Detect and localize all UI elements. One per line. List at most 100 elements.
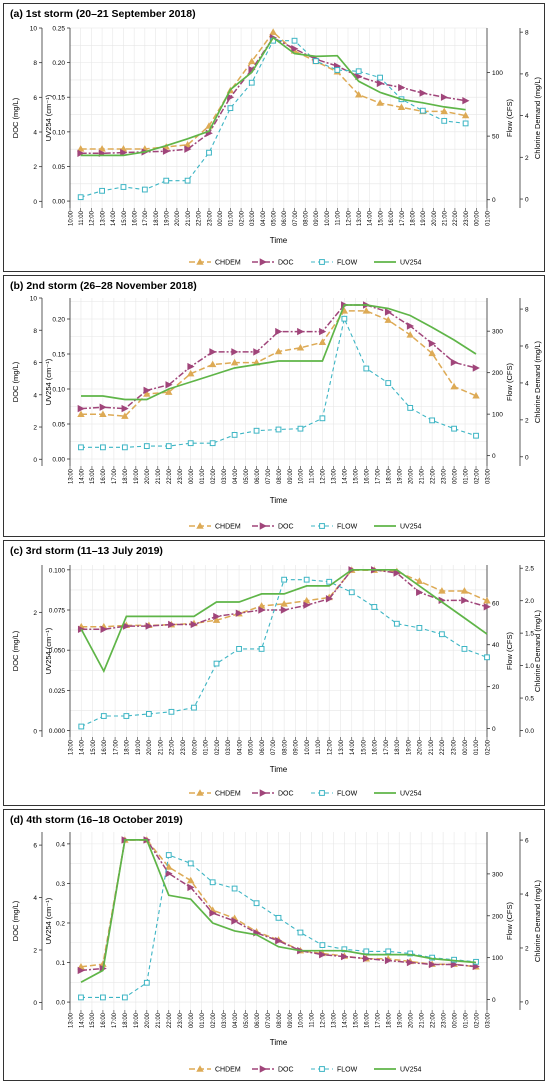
x-tick-label: 00:00 bbox=[475, 210, 481, 226]
x-tick-label: 19:00 bbox=[136, 739, 142, 755]
chdem-point bbox=[483, 596, 491, 604]
grid bbox=[69, 27, 488, 208]
chdem-point bbox=[165, 863, 173, 870]
doc-point bbox=[280, 606, 288, 614]
flow-point bbox=[319, 259, 325, 265]
flow-point bbox=[121, 994, 128, 1001]
x-tick-label: 17:00 bbox=[376, 1012, 382, 1028]
chdem-point bbox=[296, 344, 305, 351]
x-tick-label: 21:00 bbox=[158, 739, 164, 755]
x-tick-label: 23:00 bbox=[181, 739, 187, 755]
doc-point bbox=[297, 327, 305, 336]
x-tick-label: 20:00 bbox=[408, 1012, 414, 1028]
doc-point bbox=[187, 883, 195, 892]
chdem-point bbox=[362, 307, 371, 314]
chdem-point bbox=[121, 412, 129, 419]
x-tick-label: 19:00 bbox=[406, 739, 412, 755]
chart-svg: 0.000.050.100.150.2002468100100200300024… bbox=[11, 296, 542, 531]
x-tick-label: 05:00 bbox=[244, 468, 250, 484]
x-tick-label: 21:00 bbox=[429, 739, 435, 755]
x-tick-label: 10:00 bbox=[325, 210, 331, 226]
doc-tick-label: 4 bbox=[33, 895, 37, 902]
x-tick-label: 23:00 bbox=[178, 1012, 184, 1028]
x-tick-label: 15:00 bbox=[90, 468, 96, 484]
chdem-tick-label: 2 bbox=[525, 417, 529, 424]
doc-point bbox=[165, 381, 173, 389]
chdem-point bbox=[269, 28, 277, 35]
flow-point bbox=[441, 117, 448, 124]
flow-tick-label: 0 bbox=[492, 726, 496, 733]
legend: CHDEM DOC FLOW UV254 bbox=[189, 522, 422, 531]
chdem-point bbox=[196, 1065, 204, 1072]
flow-point bbox=[275, 426, 282, 433]
x-tick-label: 13:00 bbox=[339, 739, 345, 755]
x-tick-label: 21:00 bbox=[443, 210, 449, 226]
doc-point bbox=[121, 404, 129, 413]
x-tick-label: 22:00 bbox=[197, 210, 203, 226]
x-tick-label: 18:00 bbox=[395, 739, 401, 755]
x-tick-label: 13:00 bbox=[68, 739, 74, 755]
flow-point bbox=[184, 177, 191, 184]
doc-tick-label: 2 bbox=[33, 164, 37, 171]
chdem-tick-label: 2.5 bbox=[525, 566, 534, 573]
chart-panel-1: (a) 1st storm (20–21 September 2018) 0.0… bbox=[3, 3, 545, 272]
x-tick-label: 14:00 bbox=[343, 1012, 349, 1028]
chdem-point bbox=[196, 789, 204, 796]
flow-point bbox=[209, 440, 216, 447]
doc-point bbox=[259, 522, 267, 530]
x-tick-label: 18:00 bbox=[125, 739, 131, 755]
chdem-point bbox=[428, 349, 436, 357]
x-tick-label: 16:00 bbox=[102, 739, 108, 755]
doc-point bbox=[319, 327, 327, 336]
doc-point bbox=[450, 960, 458, 969]
legend-label: FLOW bbox=[337, 260, 358, 267]
x-tick-label: 23:00 bbox=[441, 468, 447, 484]
flow-point bbox=[231, 431, 238, 438]
flow-point bbox=[168, 708, 175, 715]
chdem-point bbox=[208, 360, 217, 368]
doc-point bbox=[120, 148, 128, 157]
x-tick-label: 23:00 bbox=[178, 468, 184, 484]
flow-tick-label: 100 bbox=[492, 412, 503, 419]
chart-panel-2: (b) 2nd storm (26–28 November 2018) 0.00… bbox=[3, 275, 545, 537]
x-tick-label: 19:00 bbox=[398, 1012, 404, 1028]
chart-title: (c) 3rd storm (11–13 July 2019) bbox=[10, 545, 163, 557]
flow-point bbox=[143, 443, 150, 449]
flow-point bbox=[78, 994, 84, 1001]
doc-point bbox=[168, 620, 176, 629]
doc-point bbox=[406, 322, 415, 330]
flow-point bbox=[439, 631, 445, 638]
x-tick-label: 19:00 bbox=[165, 210, 171, 226]
x-tick-label: 14:00 bbox=[343, 468, 349, 484]
x-tick-label: 10:00 bbox=[299, 468, 305, 484]
uv-tick-label: 0.05 bbox=[52, 164, 65, 171]
x-tick-label: 08:00 bbox=[304, 210, 310, 226]
chart-title: (b) 2nd storm (26–28 November 2018) bbox=[10, 280, 197, 292]
doc-point bbox=[77, 966, 85, 975]
doc-axis-title: DOC (mg/L) bbox=[11, 630, 20, 671]
flow-point bbox=[319, 942, 326, 948]
x-tick-label: 05:00 bbox=[271, 210, 277, 226]
chdem-point bbox=[186, 369, 195, 377]
doc-tick-label: 2 bbox=[33, 947, 37, 954]
x-tick-label: 11:00 bbox=[336, 210, 342, 225]
legend-label: CHDEM bbox=[215, 791, 241, 798]
series bbox=[76, 28, 470, 201]
flow-point bbox=[163, 177, 170, 184]
uv-axis-title: UV254 (cm⁻¹) bbox=[44, 897, 53, 944]
chdem-tick-label: 8 bbox=[525, 307, 529, 314]
chdem-point bbox=[406, 331, 414, 338]
flow-point bbox=[143, 979, 150, 986]
flow-point bbox=[363, 365, 370, 372]
x-tick-label: 13:00 bbox=[100, 210, 106, 226]
legend-label: FLOW bbox=[337, 1067, 358, 1074]
doc-point bbox=[483, 603, 491, 611]
legend-label: DOC bbox=[278, 260, 294, 267]
chdem-point bbox=[460, 587, 469, 594]
flow-point bbox=[326, 578, 333, 585]
flow-point bbox=[99, 187, 105, 194]
flow-point bbox=[165, 852, 172, 858]
flow-point bbox=[121, 444, 128, 451]
legend: CHDEM DOC FLOW UV254 bbox=[189, 1065, 422, 1074]
x-tick-label: 03:00 bbox=[485, 1012, 491, 1028]
